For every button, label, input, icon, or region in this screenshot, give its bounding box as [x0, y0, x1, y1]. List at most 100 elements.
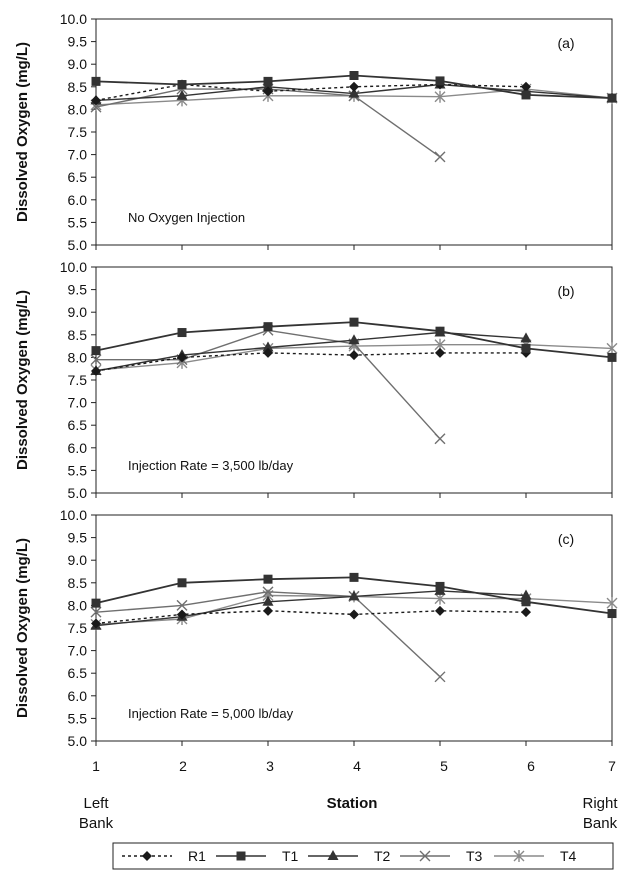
- square-marker: [607, 352, 617, 362]
- right-bank-label: Bank: [583, 815, 618, 832]
- y-tick-label: 5.0: [68, 237, 88, 253]
- diamond-marker: [263, 347, 273, 358]
- left-bank-label: Left: [83, 795, 109, 812]
- square-marker: [177, 80, 187, 90]
- square-marker: [349, 71, 359, 80]
- series-line: [95, 610, 527, 625]
- series-t3: [90, 586, 446, 683]
- y-tick-label: 9.0: [68, 552, 88, 568]
- y-tick-label: 10.0: [60, 259, 87, 275]
- diamond-marker: [435, 347, 445, 358]
- square-marker: [177, 578, 187, 588]
- square-marker: [521, 343, 531, 353]
- square-marker: [521, 597, 531, 607]
- legend-label: T1: [282, 848, 299, 864]
- y-tick-label: 6.0: [68, 688, 88, 704]
- y-tick-label: 6.5: [68, 169, 88, 185]
- panel-label: (a): [557, 35, 574, 51]
- diamond-marker: [263, 605, 273, 616]
- diamond-marker: [521, 81, 531, 92]
- square-marker: [607, 93, 617, 103]
- series-t2: [90, 326, 532, 375]
- x-marker: [434, 433, 446, 445]
- y-tick-label: 8.0: [68, 597, 88, 613]
- y-tick-label: 7.0: [68, 643, 88, 659]
- square-marker: [236, 851, 246, 861]
- chart-panel: 5.0 5.5 6.0 6.5 7.0 7.5 8.0 8.5 9.0 9.5 10.0 Dissol…: [14, 11, 618, 253]
- diamond-marker: [435, 605, 445, 616]
- series-r1: [91, 605, 531, 629]
- x-tick-label: 5: [440, 758, 448, 774]
- legend-item-r1: R1: [122, 848, 206, 864]
- y-tick-label: 7.0: [68, 395, 88, 411]
- y-tick-label: 10.0: [60, 11, 87, 27]
- square-marker: [435, 581, 445, 591]
- square-marker: [435, 326, 445, 336]
- diamond-marker: [521, 607, 531, 618]
- x-marker: [434, 671, 446, 683]
- x-axis-labels: 1 2 3 4 5 6 7 Left Bank Station Right Ba…: [79, 758, 618, 832]
- y-tick-label: 7.5: [68, 124, 88, 140]
- y-tick-label: 10.0: [60, 507, 87, 523]
- x-tick-label: 3: [266, 758, 274, 774]
- diamond-marker: [91, 365, 101, 376]
- y-tick-label: 8.5: [68, 79, 88, 95]
- star-marker: [513, 850, 525, 862]
- triangle-marker: [348, 87, 360, 98]
- legend-label: R1: [188, 848, 206, 864]
- legend-item-t2: T2: [308, 848, 391, 864]
- square-marker: [263, 322, 273, 332]
- triangle-marker: [348, 590, 360, 601]
- x-tick-label: 4: [353, 758, 361, 774]
- injection-annotation: No Oxygen Injection: [128, 210, 245, 225]
- star-marker: [434, 90, 446, 103]
- legend-item-t4: T4: [494, 848, 577, 864]
- y-tick-label: 9.5: [68, 282, 88, 298]
- panel-label: (c): [558, 531, 574, 547]
- diamond-marker: [349, 81, 359, 92]
- triangle-marker: [348, 334, 360, 345]
- triangle-marker: [520, 589, 532, 600]
- series-t1: [91, 572, 617, 619]
- series-line: [95, 83, 527, 102]
- y-tick-label: 6.5: [68, 665, 88, 681]
- station-axis-title: Station: [327, 795, 378, 812]
- chart-panel: 5.0 5.5 6.0 6.5 7.0 7.5 8.0 8.5 9.0 9.5 10.0 Dissol…: [14, 259, 618, 501]
- right-bank-label: Right: [582, 795, 618, 812]
- diamond-marker: [349, 609, 359, 620]
- star-marker: [606, 342, 618, 355]
- panels: 5.0 5.5 6.0 6.5 7.0 7.5 8.0 8.5 9.0 9.5 10.0 Dissol…: [14, 11, 618, 749]
- series-line: [95, 352, 526, 372]
- y-tick-label: 9.5: [68, 530, 88, 546]
- y-tick-label: 7.5: [68, 620, 88, 636]
- y-tick-label: 9.0: [68, 56, 88, 72]
- diamond-marker: [177, 352, 187, 363]
- square-marker: [607, 609, 617, 619]
- x-tick-label: 7: [608, 758, 616, 774]
- square-marker: [521, 90, 531, 100]
- square-marker: [91, 76, 101, 86]
- square-marker: [91, 346, 101, 356]
- x-marker: [90, 354, 102, 366]
- series-t1: [91, 71, 617, 103]
- legend-item-t3: T3: [400, 848, 483, 864]
- y-tick-label: 8.5: [68, 575, 88, 591]
- legend-label: T2: [374, 848, 391, 864]
- triangle-marker: [176, 89, 188, 100]
- x-tick-label: 1: [92, 758, 100, 774]
- y-tick-label: 6.5: [68, 417, 88, 433]
- square-marker: [263, 76, 273, 86]
- injection-annotation: Injection Rate = 3,500 lb/day: [128, 458, 294, 473]
- square-marker: [91, 598, 101, 608]
- diamond-marker: [263, 86, 273, 97]
- chart-panel: 5.0 5.5 6.0 6.5 7.0 7.5 8.0 8.5 9.0 9.5 10.0 Dissol…: [14, 507, 618, 749]
- x-marker: [90, 606, 102, 618]
- triangle-marker: [262, 341, 274, 352]
- series-line: [95, 590, 527, 627]
- y-tick-label: 5.5: [68, 462, 88, 478]
- left-bank-label: Bank: [79, 815, 114, 832]
- x-tick-label: 2: [179, 758, 187, 774]
- triangle-marker: [520, 332, 532, 343]
- y-tick-label: 5.0: [68, 485, 88, 501]
